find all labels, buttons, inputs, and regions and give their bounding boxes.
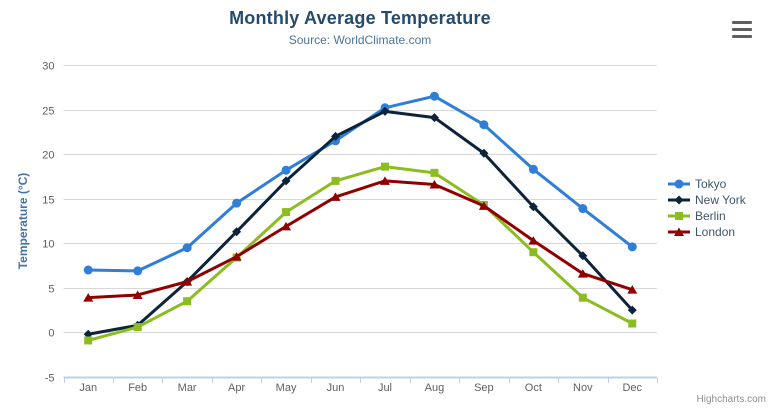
legend-item-tokyo[interactable]: Tokyo (668, 176, 746, 192)
data-point-berlin-mar[interactable] (183, 297, 192, 306)
export-menu-button[interactable] (732, 20, 754, 39)
data-point-london-sep[interactable] (478, 201, 489, 210)
data-point-new-york-nov[interactable] (578, 251, 588, 261)
x-axis-label: Nov (573, 382, 593, 394)
data-point-new-york-aug[interactable] (429, 113, 439, 123)
chart-title: Monthly Average Temperature (229, 8, 491, 28)
y-axis-label: 5 (48, 284, 54, 296)
x-axis-label: Aug (425, 382, 445, 394)
series-berlin[interactable] (84, 162, 637, 345)
x-axis-label: Jan (79, 382, 97, 394)
data-point-berlin-oct[interactable] (529, 248, 538, 257)
data-point-tokyo-aug[interactable] (429, 91, 439, 101)
legend-marker (675, 212, 683, 220)
y-axis-label: -5 (45, 373, 55, 385)
x-axis-label: Oct (525, 382, 542, 394)
data-point-berlin-dec[interactable] (628, 319, 637, 328)
x-axis-label: Jul (378, 382, 392, 394)
hamburger-icon (732, 34, 752, 38)
legend-marker (674, 227, 684, 236)
data-point-new-york-apr[interactable] (232, 227, 242, 237)
series-line-london (86, 179, 634, 300)
data-point-berlin-nov[interactable] (578, 293, 587, 302)
y-axis-label: 25 (42, 106, 54, 118)
data-point-london-jan[interactable] (83, 293, 94, 302)
legend-item-new-york[interactable]: New York (668, 192, 746, 208)
data-point-berlin-jul[interactable] (380, 162, 389, 171)
square-series-icon (668, 212, 690, 220)
data-point-london-feb[interactable] (132, 290, 143, 299)
data-point-tokyo-feb[interactable] (133, 266, 143, 276)
data-point-london-oct[interactable] (528, 236, 539, 245)
y-axis-title: Temperature (°C) (16, 173, 30, 270)
data-point-london-jun[interactable] (330, 192, 341, 201)
data-point-berlin-jan[interactable] (84, 336, 93, 345)
chart-subtitle: Source: WorldClimate.com (288, 33, 432, 47)
data-point-london-nov[interactable] (577, 269, 588, 278)
data-point-tokyo-mar[interactable] (182, 243, 192, 253)
circle-series-icon (668, 179, 690, 189)
y-axis-label: 20 (42, 150, 54, 162)
data-point-london-dec[interactable] (627, 285, 638, 294)
series-line-new-york (86, 109, 634, 336)
data-point-tokyo-jan[interactable] (83, 265, 93, 275)
credits-link[interactable]: Highcharts.com (696, 394, 766, 405)
x-axis-label: Sep (474, 382, 494, 394)
data-point-new-york-jul[interactable] (380, 106, 390, 116)
series-new-york[interactable] (83, 106, 637, 339)
data-point-tokyo-sep[interactable] (479, 120, 489, 130)
data-point-tokyo-nov[interactable] (578, 204, 588, 214)
x-axis-label: Dec (622, 382, 642, 394)
data-point-london-jul[interactable] (379, 176, 390, 185)
data-point-berlin-may[interactable] (282, 208, 291, 217)
x-axis-label: Feb (128, 382, 147, 394)
data-point-tokyo-apr[interactable] (232, 198, 242, 208)
series-tokyo[interactable] (83, 91, 637, 276)
data-point-new-york-may[interactable] (281, 176, 291, 186)
data-point-london-apr[interactable] (231, 252, 242, 261)
data-point-new-york-jun[interactable] (331, 131, 341, 141)
y-axis-label: 15 (42, 195, 54, 207)
x-axis-label: May (276, 382, 297, 394)
series-line-berlin (86, 165, 634, 342)
hamburger-icon (732, 27, 752, 32)
data-point-berlin-aug[interactable] (430, 168, 439, 177)
data-point-london-aug[interactable] (429, 179, 440, 189)
legend-label: Berlin (695, 209, 726, 223)
y-axis-label: 30 (42, 61, 54, 73)
data-point-berlin-jun[interactable] (331, 176, 340, 185)
data-point-new-york-sep[interactable] (479, 148, 489, 158)
triangle-series-icon (668, 227, 690, 236)
diamond-series-icon (668, 195, 690, 205)
legend-item-berlin[interactable]: Berlin (668, 208, 746, 224)
legend-label: London (695, 225, 736, 239)
legend: Tokyo New York Berlin London (668, 176, 746, 240)
series-london[interactable] (83, 176, 638, 302)
legend-label: New York (695, 193, 746, 207)
legend-item-london[interactable]: London (668, 224, 746, 240)
legend-label: Tokyo (695, 177, 727, 191)
legend-marker (674, 179, 684, 189)
data-point-london-mar[interactable] (182, 277, 193, 286)
data-point-tokyo-oct[interactable] (528, 164, 538, 174)
legend-marker (674, 195, 684, 205)
x-axis-label: Apr (228, 382, 245, 394)
data-point-london-may[interactable] (281, 221, 292, 231)
x-axis-label: Jun (327, 382, 345, 394)
data-point-tokyo-may[interactable] (281, 165, 291, 175)
y-axis-label: 0 (48, 328, 54, 340)
data-point-berlin-feb[interactable] (133, 323, 142, 332)
data-point-tokyo-dec[interactable] (627, 242, 637, 252)
y-axis-label: 10 (42, 239, 54, 251)
data-point-new-york-dec[interactable] (627, 305, 637, 315)
hamburger-icon (732, 21, 752, 25)
x-axis-label: Mar (178, 382, 197, 394)
data-point-new-york-oct[interactable] (528, 202, 538, 212)
